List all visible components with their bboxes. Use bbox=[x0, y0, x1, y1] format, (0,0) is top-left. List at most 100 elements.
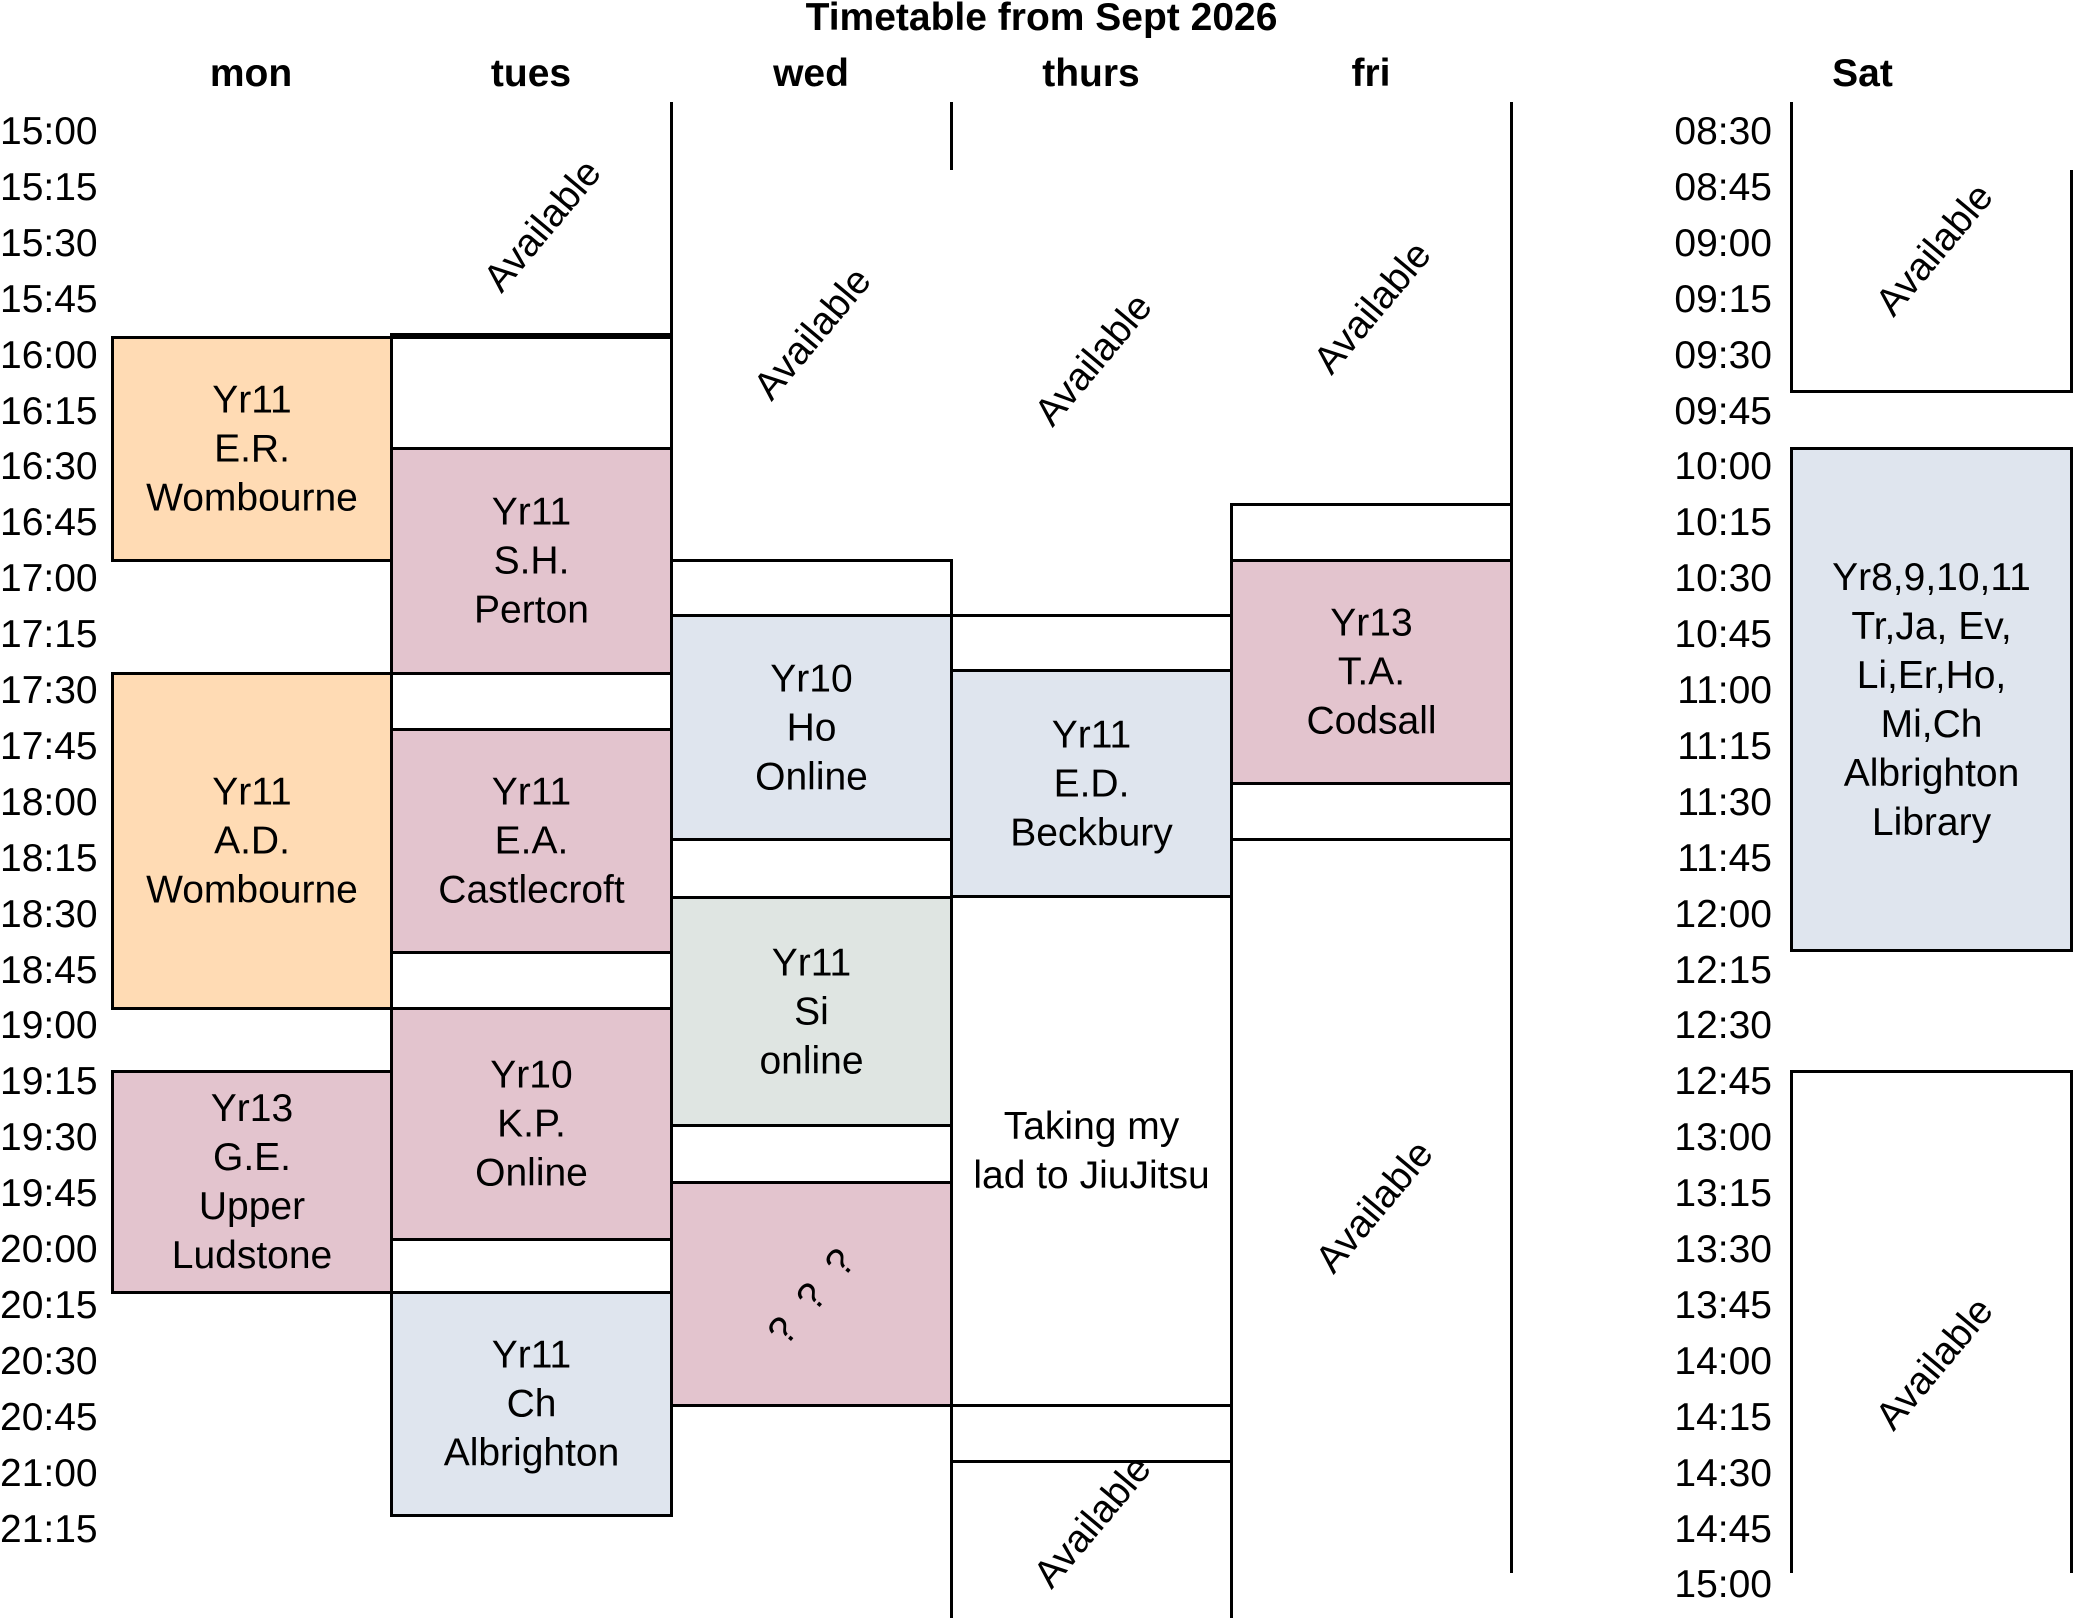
block-line: S.H. bbox=[493, 539, 570, 583]
lesson-block-mon-ge: Yr13 G.E. Upper Ludstone bbox=[111, 1070, 393, 1294]
time-label: 08:45 bbox=[1674, 165, 1772, 209]
time-label: 10:30 bbox=[1674, 557, 1772, 601]
empty-slot bbox=[670, 559, 953, 617]
lesson-block-sat-group: Yr8,9,10,11 Tr,Ja, Ev, Li,Er,Ho, Mi,Ch A… bbox=[1790, 447, 2073, 952]
lesson-block-tues-kp: Yr10 K.P. Online bbox=[390, 1007, 673, 1241]
time-label: 19:45 bbox=[0, 1172, 98, 1216]
time-label: 16:15 bbox=[0, 389, 98, 433]
time-label: 21:15 bbox=[0, 1507, 98, 1551]
day-header-mon: mon bbox=[209, 52, 293, 95]
block-line: Perton bbox=[474, 588, 589, 632]
available-label: Available bbox=[1307, 1132, 1442, 1281]
block-line: Yr13 bbox=[1330, 601, 1413, 645]
time-label: 09:30 bbox=[1674, 333, 1772, 377]
available-slot: Available bbox=[1790, 1070, 2073, 1573]
time-label: 12:00 bbox=[1674, 892, 1772, 936]
time-label: 14:30 bbox=[1674, 1451, 1772, 1495]
available-slot: Available bbox=[950, 170, 1233, 617]
lesson-block-wed-ho: Yr10 Ho Online bbox=[670, 614, 953, 841]
block-line: Mi,Ch bbox=[1880, 702, 1983, 746]
block-line: Library bbox=[1871, 800, 1992, 844]
time-label: 11:15 bbox=[1677, 724, 1772, 768]
column-divider bbox=[670, 102, 673, 562]
lesson-block-wed-si: Yr11 Si online bbox=[670, 896, 953, 1127]
time-label: 13:15 bbox=[1674, 1172, 1772, 1216]
block-line: Yr11 bbox=[212, 378, 292, 422]
time-label: 18:15 bbox=[0, 836, 98, 880]
available-label: Available bbox=[1305, 233, 1440, 382]
block-line: T.A. bbox=[1337, 650, 1406, 694]
block-line: Wombourne bbox=[146, 868, 358, 912]
available-label: Available bbox=[475, 151, 610, 300]
available-label: Available bbox=[1026, 285, 1161, 434]
empty-slot bbox=[950, 1404, 1233, 1463]
block-line: Li,Er,Ho, bbox=[1856, 653, 2007, 697]
available-slot: Available bbox=[390, 102, 673, 336]
time-label: 08:30 bbox=[1674, 110, 1772, 153]
time-label: 09:45 bbox=[1674, 389, 1772, 433]
time-label: 10:00 bbox=[1674, 445, 1772, 489]
time-label: 12:15 bbox=[1674, 948, 1772, 992]
lesson-block-mon-er: Yr11 E.R. Wombourne bbox=[111, 336, 393, 562]
lesson-block-tues-ch: Yr11 Ch Albrighton bbox=[390, 1291, 673, 1517]
block-line: Yr13 bbox=[210, 1087, 294, 1130]
time-label: 15:00 bbox=[0, 110, 98, 153]
empty-slot bbox=[670, 1124, 953, 1184]
block-line: K.P. bbox=[497, 1102, 566, 1146]
available-label: Available bbox=[745, 259, 880, 408]
lesson-block-wed-unknown: ? ? ? bbox=[670, 1181, 953, 1407]
lesson-block-mon-ad: Yr11 A.D. Wombourne bbox=[111, 672, 393, 1010]
time-label: 11:45 bbox=[1677, 836, 1772, 880]
block-line: Upper bbox=[198, 1185, 306, 1228]
time-label: 16:45 bbox=[0, 501, 98, 545]
lesson-block-thurs-ed: Yr11 E.D. Beckbury bbox=[950, 669, 1233, 898]
unknown-label: ? ? ? bbox=[759, 1236, 868, 1354]
block-line: Si bbox=[794, 990, 829, 1033]
available-label: Available bbox=[1867, 1289, 2002, 1438]
time-label: 15:45 bbox=[0, 277, 98, 321]
block-line: Yr11 bbox=[1051, 713, 1132, 756]
block-line: Yr11 bbox=[491, 770, 572, 814]
empty-slot bbox=[390, 336, 673, 450]
block-line: Albrighton bbox=[443, 1431, 620, 1475]
column-divider bbox=[1230, 1460, 1233, 1573]
block-line: Yr10 bbox=[490, 1053, 573, 1097]
block-line: Wombourne bbox=[146, 476, 358, 520]
time-label: 19:00 bbox=[0, 1004, 98, 1048]
time-label: 20:45 bbox=[0, 1395, 98, 1439]
block-line: Yr11 bbox=[212, 770, 292, 814]
available-slot: Available bbox=[670, 170, 953, 562]
page-title: Timetable from Sept 2026 bbox=[805, 0, 1278, 39]
block-line: Castlecroft bbox=[438, 868, 625, 912]
time-label: 15:15 bbox=[0, 165, 98, 209]
empty-slot bbox=[390, 1238, 673, 1294]
empty-slot bbox=[670, 838, 953, 899]
time-label: 20:00 bbox=[0, 1228, 98, 1271]
day-header-thurs: thurs bbox=[1042, 52, 1140, 95]
time-label: 18:45 bbox=[0, 948, 98, 992]
day-header-tues: tues bbox=[490, 52, 572, 95]
time-label: 11:00 bbox=[1677, 669, 1772, 712]
empty-slot bbox=[950, 614, 1233, 672]
available-label: Available bbox=[1867, 175, 2002, 324]
time-label: 10:45 bbox=[1674, 613, 1772, 657]
block-line: Ch bbox=[506, 1382, 557, 1426]
block-line: A.D. bbox=[214, 819, 290, 863]
time-label: 17:00 bbox=[0, 557, 98, 601]
block-line: Ludstone bbox=[171, 1234, 333, 1277]
block-line: Codsall bbox=[1306, 699, 1437, 743]
time-label: 18:30 bbox=[0, 892, 98, 936]
time-label: 10:15 bbox=[1674, 501, 1772, 545]
block-line: E.D. bbox=[1053, 762, 1130, 805]
block-line: Albrighton bbox=[1843, 751, 2020, 795]
time-label: 19:15 bbox=[0, 1060, 98, 1104]
time-label: 21:00 bbox=[0, 1451, 98, 1495]
time-label: 13:45 bbox=[1674, 1283, 1772, 1327]
time-label: 09:15 bbox=[1674, 277, 1772, 321]
block-line: Ho bbox=[786, 706, 837, 749]
block-line: E.A. bbox=[494, 819, 569, 863]
block-line: Beckbury bbox=[1010, 811, 1173, 854]
day-header-sat: Sat bbox=[1832, 52, 1893, 95]
time-label: 15:30 bbox=[0, 221, 98, 265]
